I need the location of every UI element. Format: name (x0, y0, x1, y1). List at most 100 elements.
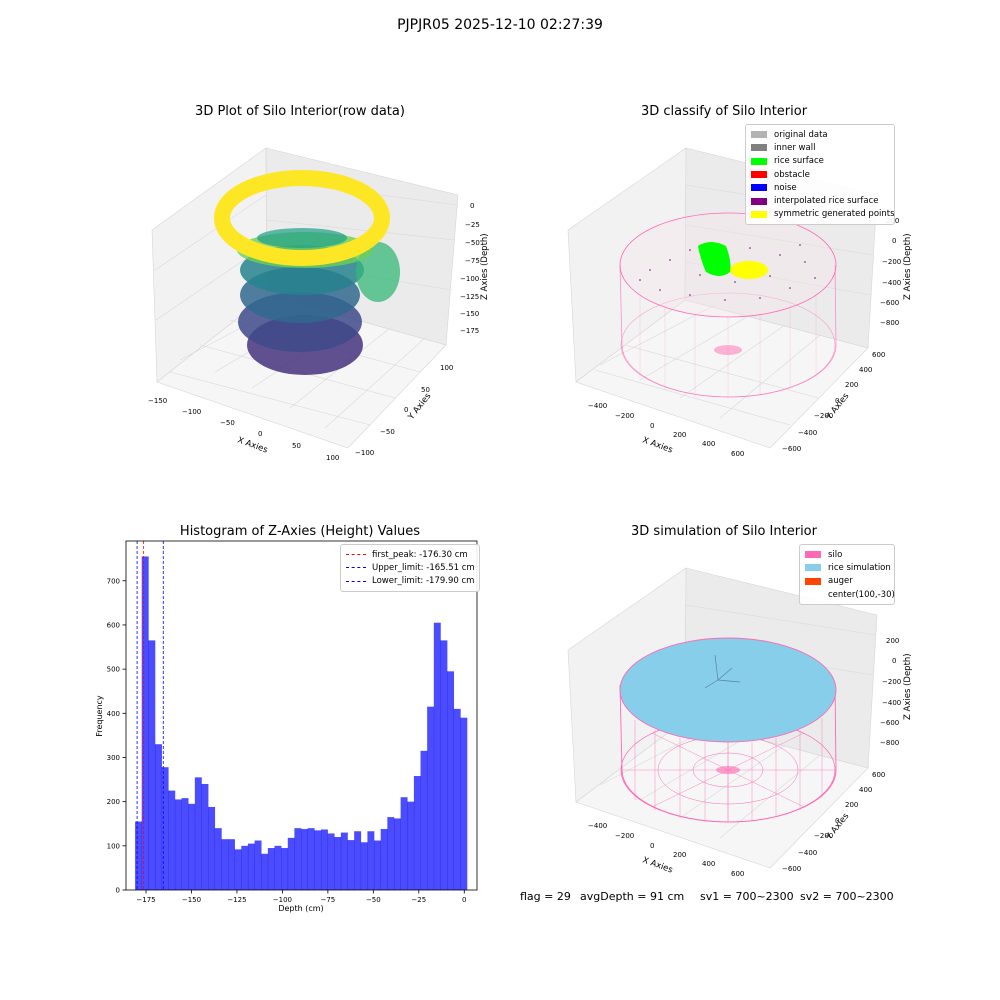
plot1-xtick: −150 (148, 397, 167, 405)
legend-swatch (805, 551, 821, 559)
histogram-bar (354, 831, 362, 890)
plot2-legend: original data inner wall rice surface ob… (745, 124, 895, 226)
status-flag: flag = 29 (520, 890, 571, 903)
histogram-bar (314, 830, 322, 890)
legend-line (346, 567, 366, 569)
plot4-silo-wireframe (619, 684, 837, 823)
plot4-rice-simulation (619, 637, 837, 743)
plot2-title: 3D classify of Silo Interior (640, 104, 808, 119)
histogram-bar (188, 803, 196, 890)
histogram-bar (174, 799, 182, 890)
plot2-xtick: 200 (673, 431, 686, 439)
histogram-bar (407, 801, 415, 890)
plot4-ytick: −200 (814, 832, 833, 840)
legend-label: Lower_limit: -179.90 cm (372, 576, 475, 587)
legend-swatch (805, 591, 821, 598)
histogram-bar (155, 744, 162, 890)
histogram-xtick-label: −125 (227, 896, 246, 904)
plot4-yticks: −600 −400 −200 0 200 400 600 (782, 771, 885, 873)
legend-label: rice simulation (828, 562, 891, 573)
plot4-xtick: 400 (702, 860, 715, 868)
status-sv1: sv1 = 700~2300 (700, 890, 794, 903)
legend-item-original-data: original data (751, 128, 889, 141)
plot4-title: 3D simulation of Silo Interior (631, 524, 817, 539)
legend-label: symmetric generated points (774, 209, 895, 220)
plot2-symmetric-points (730, 261, 768, 279)
plot1-xtick: 50 (292, 442, 301, 450)
plot4-xtick: 200 (673, 851, 686, 859)
histogram-ytick-label: 700 (107, 577, 120, 585)
plot1-xlabel: X Axies (236, 435, 269, 455)
plot1-xtick: −50 (220, 419, 235, 427)
histogram-bar (294, 828, 302, 890)
histogram-bar (214, 828, 222, 890)
plot1-ytick: 0 (404, 406, 408, 414)
legend-swatch (751, 184, 767, 192)
plot1-ztick: −125 (460, 293, 479, 301)
plot1-ytick: 50 (421, 386, 430, 394)
histogram-bar (427, 706, 435, 890)
plot4-xtick: −400 (588, 822, 607, 830)
plot1-ztick: −100 (460, 275, 479, 283)
plot4-xlabel: X Axies (641, 855, 674, 875)
histogram-bar (400, 797, 408, 890)
legend-label: center(100,-30) (828, 589, 895, 600)
plot2-ytick: −600 (782, 445, 801, 453)
histogram-ytick-label: 100 (107, 842, 120, 850)
histogram-ytick-label: 300 (107, 754, 120, 762)
plot2-yticks: −600 −400 −200 0 200 400 600 (782, 351, 885, 453)
histogram-bar (320, 829, 328, 890)
plot2-xtick: −400 (588, 402, 607, 410)
plot4-xtick: −200 (615, 832, 634, 840)
legend-item-inner-wall: inner wall (751, 141, 889, 154)
plot2-zlabel: Z Axies (Depth) (903, 233, 913, 300)
plot1-xtick: 100 (326, 454, 339, 462)
plot1-points-inner (257, 228, 347, 248)
histogram-xticks: −175 −150 −125 −100 −75 −50 −25 0 (136, 890, 467, 904)
legend-swatch (805, 577, 821, 585)
legend-line (346, 554, 366, 556)
histogram-bar (460, 717, 468, 890)
plot4-legend: silo rice simulation auger center(100,-3… (799, 544, 895, 606)
histogram-bar (161, 767, 169, 890)
histogram-bar (221, 839, 229, 890)
histogram-chart: −175 −150 −125 −100 −75 −50 −25 0 0 100 200 300 400… (95, 540, 478, 913)
histogram-bar (420, 750, 428, 890)
plot4-zlabel: Z Axies (Depth) (903, 653, 913, 720)
plot4-xtick: 600 (731, 870, 744, 878)
legend-item-auger: auger (805, 575, 889, 588)
plot2-ztick: 0 (892, 237, 896, 245)
histogram-bar (181, 798, 189, 890)
histogram-bar (374, 840, 382, 890)
plot2-xticks: −400 −200 0 200 400 600 (588, 402, 744, 458)
histogram-bar (334, 836, 342, 890)
histogram-bar (440, 640, 448, 890)
plot1-ytick: −50 (380, 428, 395, 436)
histogram-bar (261, 853, 269, 890)
plot4-center-marker (704, 654, 741, 689)
legend-label: obstacle (774, 169, 810, 180)
legend-swatch (751, 131, 767, 139)
histogram-bar (208, 806, 216, 890)
legend-swatch (751, 171, 767, 179)
plot1-ztick: −75 (465, 257, 480, 265)
plot1-title: 3D Plot of Silo Interior(row data) (195, 104, 405, 119)
histogram-bar (148, 640, 156, 890)
histogram-ytick-label: 500 (107, 666, 120, 674)
legend-label: auger (828, 576, 853, 587)
plot1-3d-axes: X Axies Y Axies Z Axies (Depth) −150 −10… (148, 147, 490, 462)
legend-item-rice-surface: rice surface (751, 155, 889, 168)
plot1-xticks: −150 −100 −50 0 50 100 (148, 397, 339, 462)
status-sv2: sv2 = 700~2300 (800, 890, 894, 903)
legend-label: rice surface (774, 156, 824, 167)
histogram-xtick-label: −50 (366, 896, 381, 904)
plot2-ytick: 600 (872, 351, 885, 359)
histogram-ylabel: Frequency (95, 695, 104, 737)
histogram-title: Histogram of Z-Axies (Height) Values (179, 524, 421, 539)
plot2-ztick: −600 (880, 299, 899, 307)
legend-label: silo (828, 549, 843, 560)
histogram-frame (125, 540, 478, 891)
plot4-ztick: 0 (892, 657, 896, 665)
plot4-ytick: 600 (872, 771, 885, 779)
plot1-ylabel: Y Axies (406, 391, 434, 423)
